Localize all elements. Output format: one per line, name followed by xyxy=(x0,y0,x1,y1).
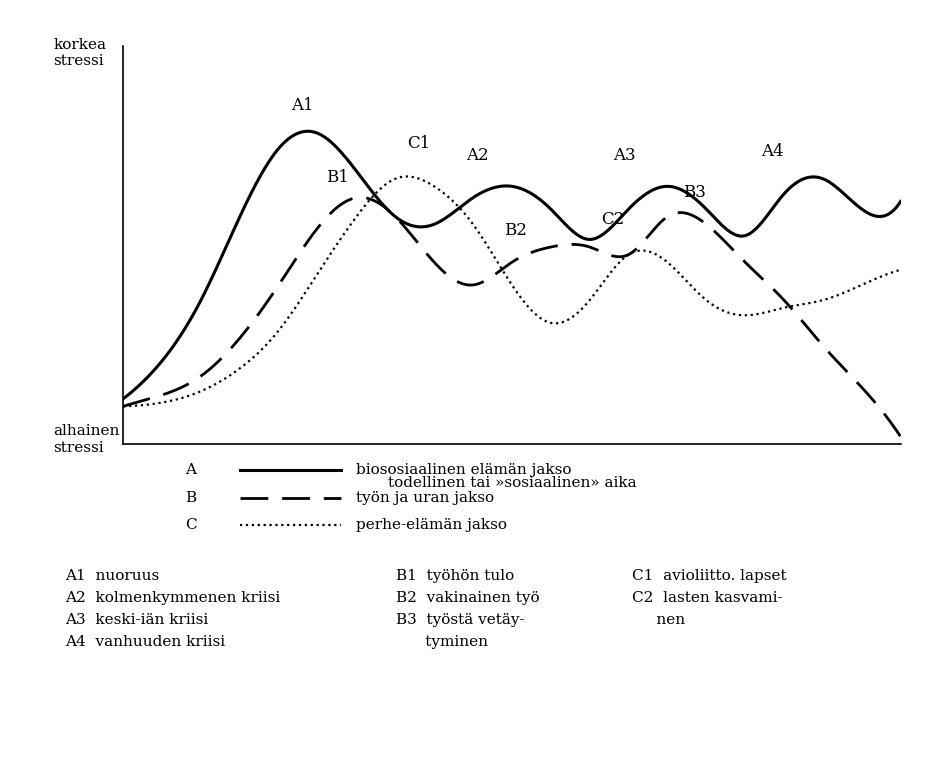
Text: A: A xyxy=(186,463,196,477)
Text: perhe-elämän jakso: perhe-elämän jakso xyxy=(356,519,507,532)
Text: A1: A1 xyxy=(291,97,314,114)
Text: A1  nuoruus
A2  kolmenkymmenen kriisi
A3  keski-iän kriisi
A4  vanhuuden kriisi: A1 nuoruus A2 kolmenkymmenen kriisi A3 k… xyxy=(64,568,280,650)
Text: B1: B1 xyxy=(325,169,349,186)
Text: alhainen
stressi: alhainen stressi xyxy=(53,424,119,454)
Text: A3: A3 xyxy=(613,146,636,164)
Text: A2: A2 xyxy=(465,146,488,164)
Text: A4: A4 xyxy=(761,142,784,160)
Text: B2: B2 xyxy=(504,222,527,240)
Text: B: B xyxy=(186,491,196,505)
Text: C2: C2 xyxy=(601,211,625,228)
Text: biososiaalinen elämän jakso: biososiaalinen elämän jakso xyxy=(356,463,572,477)
Text: C: C xyxy=(186,519,197,532)
Text: B3: B3 xyxy=(684,185,706,201)
Text: työn ja uran jakso: työn ja uran jakso xyxy=(356,491,495,505)
Text: todellinen tai »sosiaalinen» aika: todellinen tai »sosiaalinen» aika xyxy=(388,476,636,490)
Text: B1  työhön tulo
B2  vakinainen työ
B3  työstä vetäy-
      tyminen: B1 työhön tulo B2 vakinainen työ B3 työs… xyxy=(396,568,540,650)
Text: korkea
stressi: korkea stressi xyxy=(53,38,106,68)
Text: C1  avioliitto. lapset
C2  lasten kasvami-
     nen: C1 avioliitto. lapset C2 lasten kasvami-… xyxy=(631,568,787,627)
Text: C1: C1 xyxy=(407,135,430,152)
